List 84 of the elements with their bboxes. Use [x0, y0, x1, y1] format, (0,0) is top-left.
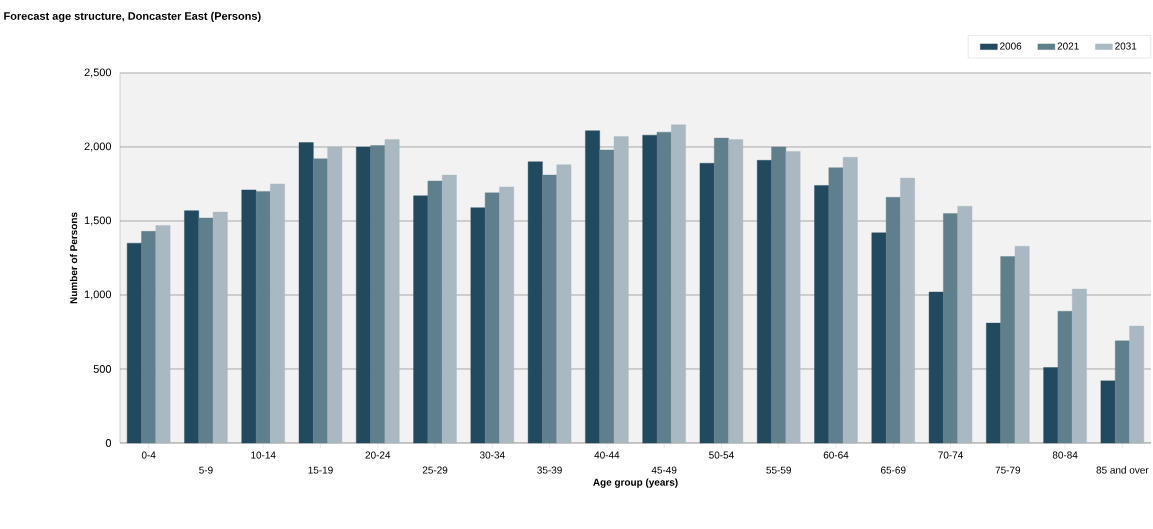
bar: [928, 291, 944, 444]
x-tick-label: 45-49: [651, 466, 677, 474]
bar: [1072, 288, 1087, 444]
legend-label: 2006: [1000, 42, 1022, 50]
x-tick-label: 30-34: [479, 451, 505, 459]
bar: [1057, 311, 1073, 444]
chart-title: Forecast age structure, Doncaster East (Persons): [4, 11, 261, 23]
x-tick-label: 85 and over: [1096, 466, 1149, 474]
x-tick-label: 5-9: [199, 466, 213, 474]
bar: [1014, 245, 1030, 444]
bar: [198, 217, 214, 444]
bar: [656, 131, 672, 444]
bar: [699, 163, 715, 444]
bar: [842, 157, 858, 444]
bar: [771, 146, 787, 444]
bar: [427, 180, 443, 444]
bar: [126, 242, 142, 444]
bar: [527, 161, 543, 444]
bar: [714, 137, 729, 444]
bar: [356, 146, 371, 444]
bar: [141, 231, 157, 444]
bar: [900, 177, 915, 444]
bar: [1100, 380, 1116, 444]
legend-label: 2021: [1057, 42, 1079, 50]
bar: [828, 167, 844, 444]
bar: [384, 139, 400, 444]
bar: [785, 151, 801, 444]
bar: [255, 191, 271, 444]
bar: [728, 139, 744, 444]
x-tick-label: 60-64: [823, 451, 849, 459]
x-tick-label: 70-74: [938, 451, 963, 459]
bar: [1000, 256, 1016, 444]
bar: [499, 186, 514, 444]
x-tick-label: 40-44: [594, 451, 620, 459]
bar: [1115, 340, 1130, 444]
y-tick-label: 500: [93, 365, 112, 373]
y-tick-label: 1,000: [84, 290, 112, 300]
y-tick-label: 1,500: [84, 216, 112, 226]
bar: [298, 142, 314, 444]
x-tick-label: 35-39: [537, 466, 562, 474]
bar: [943, 213, 958, 444]
x-tick-label: 65-69: [881, 466, 906, 474]
x-tick-label: 10-14: [251, 451, 276, 459]
bar: [184, 210, 199, 444]
x-tick-label: 75-79: [995, 466, 1021, 474]
bar: [757, 160, 772, 444]
x-tick-label: 80-84: [1052, 451, 1078, 459]
bar: [270, 183, 285, 444]
x-tick-label: 55-59: [766, 466, 791, 474]
bar: [313, 158, 328, 444]
bar: [442, 174, 457, 444]
bar: [986, 322, 1001, 444]
y-tick-label: 2,500: [84, 68, 112, 78]
x-tick-label: 20-24: [365, 451, 391, 459]
bar: [370, 145, 386, 444]
bar: [484, 192, 500, 444]
bar: [155, 225, 171, 444]
bar: [1129, 325, 1145, 444]
bar: [556, 164, 572, 444]
x-tick-label: 50-54: [709, 451, 734, 459]
bar: [613, 136, 629, 444]
x-tick-label: 25-29: [422, 466, 448, 474]
y-tick-label: 0: [105, 439, 112, 447]
bar: [212, 211, 228, 444]
bar: [599, 149, 615, 444]
legend-label: 2031: [1115, 42, 1137, 50]
y-tick-label: 2,000: [84, 142, 112, 152]
bar: [671, 124, 686, 444]
bar: [327, 146, 343, 444]
bar: [885, 197, 901, 444]
bar: [542, 174, 557, 444]
y-axis-title: Number of Persons: [69, 212, 78, 304]
bar: [642, 134, 658, 444]
bar: [957, 205, 973, 444]
x-tick-label: 0-4: [141, 451, 156, 459]
x-tick-label: 15-19: [308, 466, 333, 474]
bar: [470, 207, 486, 444]
bar: [585, 130, 600, 444]
bar: [413, 195, 429, 444]
bar: [241, 189, 257, 444]
bar: [1043, 367, 1059, 444]
x-axis-title: Age group (years): [593, 478, 678, 488]
bar: [814, 185, 830, 444]
bar: [871, 232, 887, 444]
